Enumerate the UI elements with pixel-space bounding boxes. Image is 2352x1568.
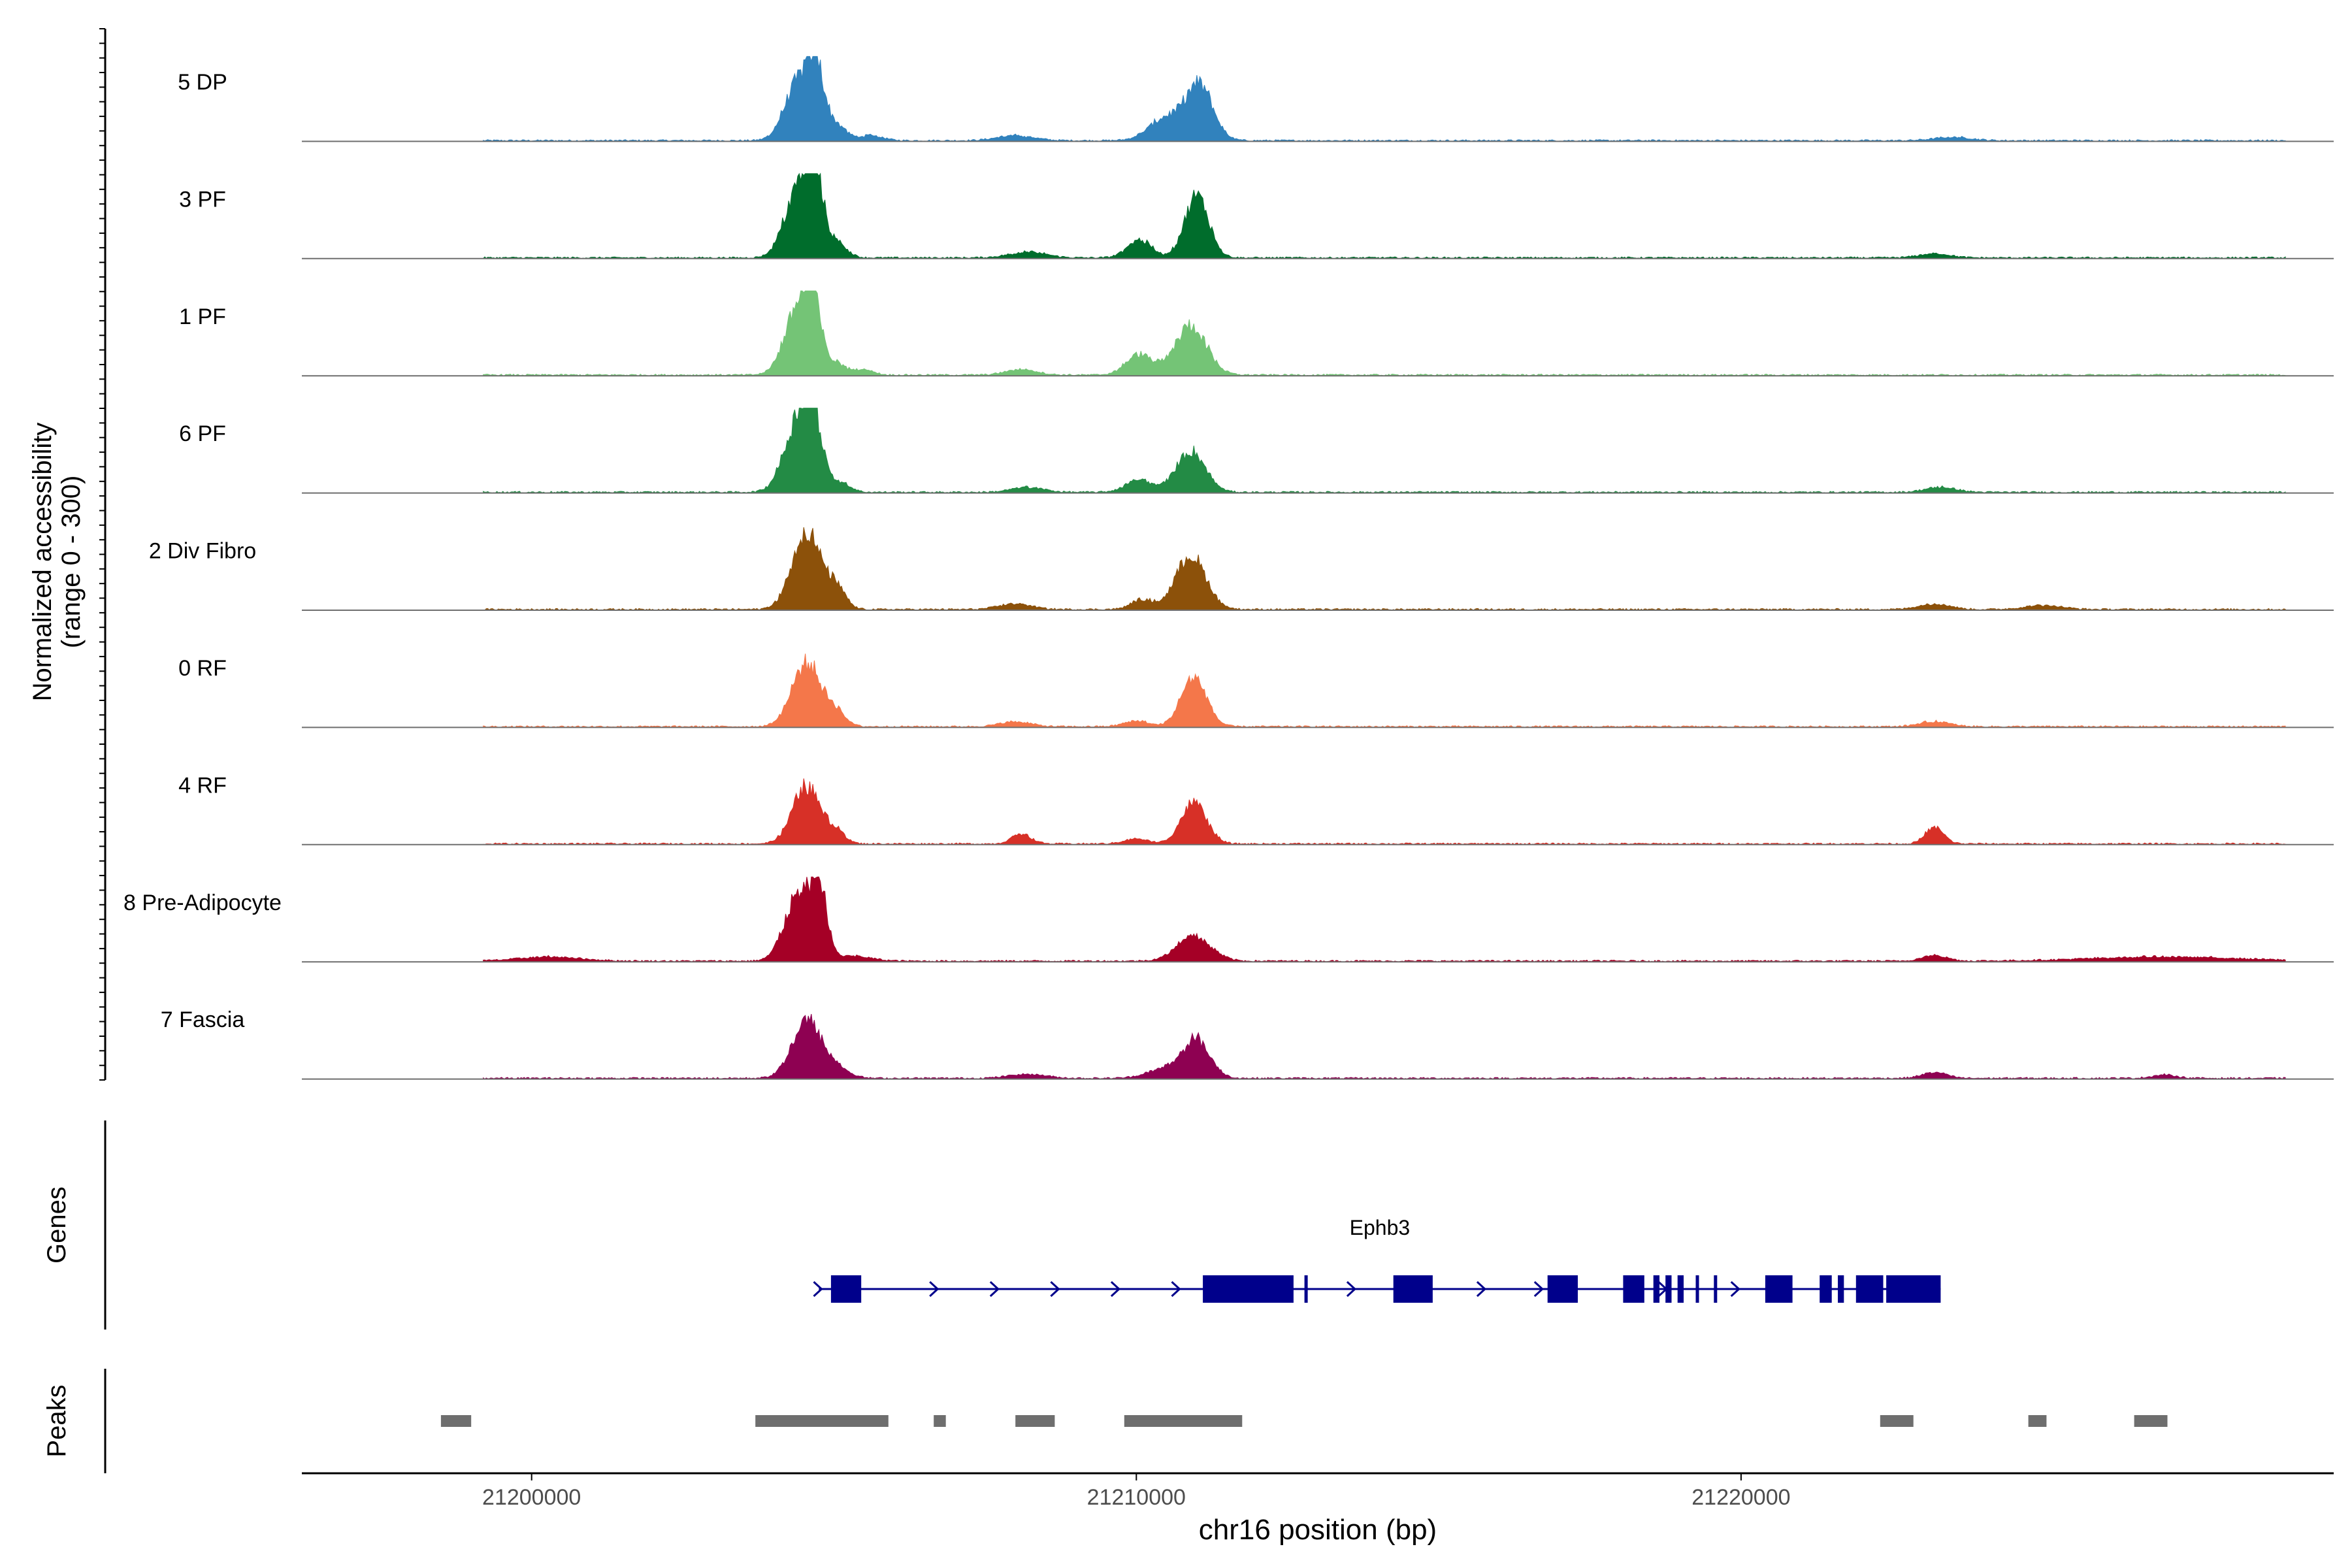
peaks-label: Peaks xyxy=(42,1384,71,1457)
track: 3 PF xyxy=(179,172,2334,259)
peaks-panel: Peaks xyxy=(42,1369,2168,1473)
peak-region xyxy=(1880,1415,1914,1427)
track: 0 RF xyxy=(178,653,2334,728)
accessibility-tracks: 5 DP 3 PF 1 PF 6 PF 2 Div Fibro 0 RF 4 RF 8 Pre… xyxy=(123,56,2334,1080)
peak-region xyxy=(755,1415,889,1427)
peak-region xyxy=(1124,1415,1243,1427)
strand-arrow xyxy=(989,1281,1000,1298)
strand-arrow xyxy=(813,1281,823,1298)
strand-arrow xyxy=(1730,1281,1740,1298)
gene-exon xyxy=(1886,1275,1941,1303)
gene-exon xyxy=(1855,1275,1884,1303)
track-label: 8 Pre-Adipocyte xyxy=(123,890,282,915)
coverage-area xyxy=(483,527,2286,611)
track-label: 6 PF xyxy=(179,421,226,446)
peak-region xyxy=(2134,1415,2168,1427)
peak-bars xyxy=(440,1415,2168,1427)
gene-exon xyxy=(1547,1275,1578,1303)
x-axis-tick-label: 21200000 xyxy=(482,1485,581,1510)
track: 1 PF xyxy=(179,290,2334,377)
coverage-area xyxy=(483,1013,2286,1080)
strand-arrow xyxy=(1533,1281,1544,1298)
gene-exon xyxy=(1304,1275,1308,1303)
track: 5 DP xyxy=(178,56,2334,142)
strand-arrow xyxy=(1110,1281,1121,1298)
peak-region xyxy=(934,1415,946,1427)
x-axis-tick-label: 21220000 xyxy=(1691,1485,1790,1510)
genes-panel: Genes Ephb3 xyxy=(42,1120,1941,1330)
track: 6 PF xyxy=(179,408,2334,494)
track: 2 Div Fibro xyxy=(149,527,2334,611)
track: 8 Pre-Adipocyte xyxy=(123,876,2334,963)
strand-arrow xyxy=(1171,1281,1181,1298)
x-axis-tick-label: 21210000 xyxy=(1087,1485,1186,1510)
gene-exon xyxy=(1714,1275,1718,1303)
peak-region xyxy=(1015,1415,1055,1427)
track-label: 3 PF xyxy=(179,187,226,212)
track-label: 2 Div Fibro xyxy=(149,539,256,564)
track: 7 Fascia xyxy=(161,1007,2334,1080)
track-label: 5 DP xyxy=(178,70,227,95)
strand-arrow xyxy=(1050,1281,1060,1298)
y-axis xyxy=(99,28,106,1081)
strand-arrow xyxy=(1346,1281,1357,1298)
track-label: 1 PF xyxy=(179,304,226,329)
gene-exon xyxy=(1838,1275,1844,1303)
gene-exon xyxy=(1695,1275,1699,1303)
track-label: 7 Fascia xyxy=(161,1007,245,1032)
strand-arrow xyxy=(1658,1281,1668,1298)
x-axis-title: chr16 position (bp) xyxy=(1199,1514,1437,1546)
gene-name-label: Ephb3 xyxy=(1350,1216,1411,1239)
x-axis-ticks: 21200000 21210000 21220000 xyxy=(482,1473,1791,1510)
track-label: 4 RF xyxy=(178,773,227,798)
peak-region xyxy=(440,1415,472,1427)
y-axis-ticks xyxy=(99,28,105,1081)
gene-exon xyxy=(1665,1275,1672,1303)
peak-region xyxy=(2028,1415,2047,1427)
gene-exon xyxy=(1393,1275,1433,1303)
gene-exon xyxy=(1820,1275,1832,1303)
track-label: 0 RF xyxy=(178,656,227,681)
strand-arrow xyxy=(1476,1281,1487,1298)
gene-exon xyxy=(1203,1275,1294,1303)
y-axis-label-line2: (range 0 - 300) xyxy=(57,476,86,649)
strand-arrow xyxy=(929,1281,939,1298)
gene-exon xyxy=(1653,1275,1659,1303)
gene-exon xyxy=(1623,1275,1644,1303)
gene-exon xyxy=(830,1275,862,1303)
x-axis: 21200000 21210000 21220000 chr16 position … xyxy=(302,1472,2334,1546)
gene-exon xyxy=(1765,1275,1793,1303)
y-axis-label-line1: Normalized accessibility xyxy=(28,423,57,702)
gene-model: Ephb3 xyxy=(813,1216,1941,1303)
track: 4 RF xyxy=(178,773,2334,845)
gene-exon xyxy=(1677,1275,1684,1303)
genes-label: Genes xyxy=(42,1186,71,1264)
